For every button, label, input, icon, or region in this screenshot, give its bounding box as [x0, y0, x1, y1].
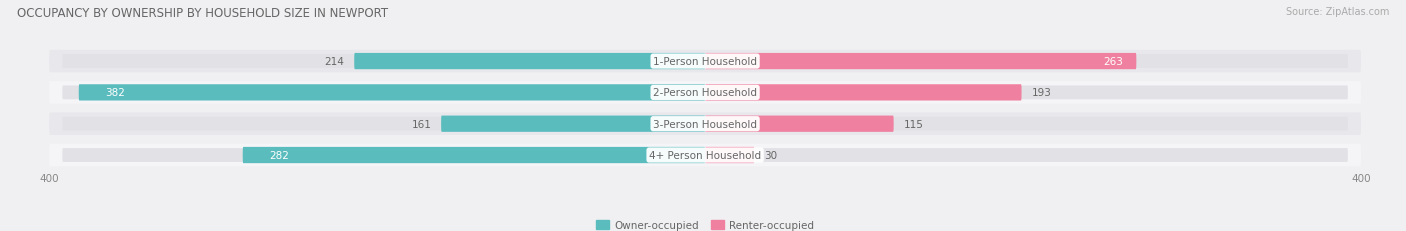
- Text: 3-Person Household: 3-Person Household: [654, 119, 756, 129]
- FancyBboxPatch shape: [354, 54, 706, 70]
- FancyBboxPatch shape: [49, 82, 1361, 104]
- FancyBboxPatch shape: [243, 147, 706, 164]
- Text: 115: 115: [904, 119, 924, 129]
- FancyBboxPatch shape: [62, 55, 1348, 69]
- FancyBboxPatch shape: [706, 54, 1136, 70]
- FancyBboxPatch shape: [62, 86, 1348, 100]
- Text: 193: 193: [1032, 88, 1052, 98]
- Text: 30: 30: [763, 150, 778, 160]
- FancyBboxPatch shape: [706, 116, 894, 132]
- Text: 4+ Person Household: 4+ Person Household: [650, 150, 761, 160]
- Text: 282: 282: [269, 150, 288, 160]
- FancyBboxPatch shape: [441, 116, 706, 132]
- FancyBboxPatch shape: [49, 51, 1361, 73]
- FancyBboxPatch shape: [62, 149, 1348, 162]
- Text: 2-Person Household: 2-Person Household: [654, 88, 756, 98]
- FancyBboxPatch shape: [62, 117, 1348, 131]
- Text: 1-Person Household: 1-Person Household: [654, 57, 756, 67]
- FancyBboxPatch shape: [706, 147, 754, 164]
- FancyBboxPatch shape: [49, 144, 1361, 167]
- Text: 214: 214: [325, 57, 344, 67]
- FancyBboxPatch shape: [79, 85, 706, 101]
- Text: 382: 382: [105, 88, 125, 98]
- Text: 161: 161: [412, 119, 432, 129]
- Text: OCCUPANCY BY OWNERSHIP BY HOUSEHOLD SIZE IN NEWPORT: OCCUPANCY BY OWNERSHIP BY HOUSEHOLD SIZE…: [17, 7, 388, 20]
- Text: 263: 263: [1104, 57, 1123, 67]
- Legend: Owner-occupied, Renter-occupied: Owner-occupied, Renter-occupied: [592, 216, 818, 231]
- FancyBboxPatch shape: [706, 85, 1022, 101]
- Text: Source: ZipAtlas.com: Source: ZipAtlas.com: [1285, 7, 1389, 17]
- FancyBboxPatch shape: [49, 113, 1361, 135]
